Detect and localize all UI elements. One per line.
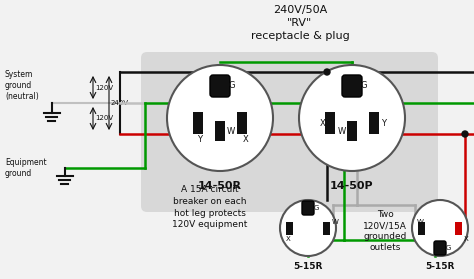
Circle shape bbox=[167, 65, 273, 171]
Text: X: X bbox=[464, 236, 469, 242]
Circle shape bbox=[299, 65, 405, 171]
Text: 5-15R: 5-15R bbox=[293, 262, 323, 271]
Bar bbox=[455, 222, 462, 235]
Text: W: W bbox=[338, 126, 346, 136]
Circle shape bbox=[462, 131, 468, 137]
Text: Two
120V/15A
grounded
outlets: Two 120V/15A grounded outlets bbox=[363, 210, 407, 252]
Text: G: G bbox=[229, 81, 236, 90]
FancyBboxPatch shape bbox=[141, 52, 438, 212]
Text: G: G bbox=[446, 245, 451, 251]
Text: X: X bbox=[286, 236, 291, 242]
Text: Y: Y bbox=[197, 134, 202, 143]
FancyBboxPatch shape bbox=[434, 241, 446, 255]
Text: System
ground
(neutral): System ground (neutral) bbox=[5, 70, 39, 101]
FancyBboxPatch shape bbox=[342, 75, 362, 97]
Text: Y: Y bbox=[381, 119, 386, 128]
Text: A 15A circuit
breaker on each
hot leg protects
120V equipment: A 15A circuit breaker on each hot leg pr… bbox=[173, 185, 248, 229]
Text: X: X bbox=[320, 119, 326, 128]
Bar bbox=[286, 222, 293, 235]
Text: 120V: 120V bbox=[95, 116, 113, 121]
Circle shape bbox=[280, 200, 336, 256]
Text: W: W bbox=[417, 219, 424, 225]
Text: G: G bbox=[314, 205, 319, 211]
Bar bbox=[215, 121, 225, 141]
Text: Equipment
ground: Equipment ground bbox=[5, 158, 46, 178]
Text: 240V: 240V bbox=[111, 100, 129, 106]
Text: 120V: 120V bbox=[95, 85, 113, 90]
Circle shape bbox=[412, 200, 468, 256]
Bar bbox=[347, 121, 357, 141]
Bar bbox=[193, 112, 203, 134]
Bar bbox=[237, 112, 247, 134]
Text: X: X bbox=[243, 134, 249, 143]
FancyBboxPatch shape bbox=[210, 75, 230, 97]
Circle shape bbox=[324, 69, 330, 75]
Bar bbox=[325, 112, 335, 134]
Text: 14-50R: 14-50R bbox=[198, 181, 242, 191]
Bar bbox=[369, 112, 379, 134]
Text: W: W bbox=[332, 219, 339, 225]
Text: G: G bbox=[361, 81, 367, 90]
FancyBboxPatch shape bbox=[302, 201, 314, 215]
Bar bbox=[323, 222, 330, 235]
Text: 240V/50A
"RV"
receptacle & plug: 240V/50A "RV" receptacle & plug bbox=[251, 5, 349, 41]
Text: W: W bbox=[227, 126, 235, 136]
Text: 14-50P: 14-50P bbox=[330, 181, 374, 191]
Bar bbox=[418, 222, 425, 235]
Text: 5-15R: 5-15R bbox=[425, 262, 455, 271]
